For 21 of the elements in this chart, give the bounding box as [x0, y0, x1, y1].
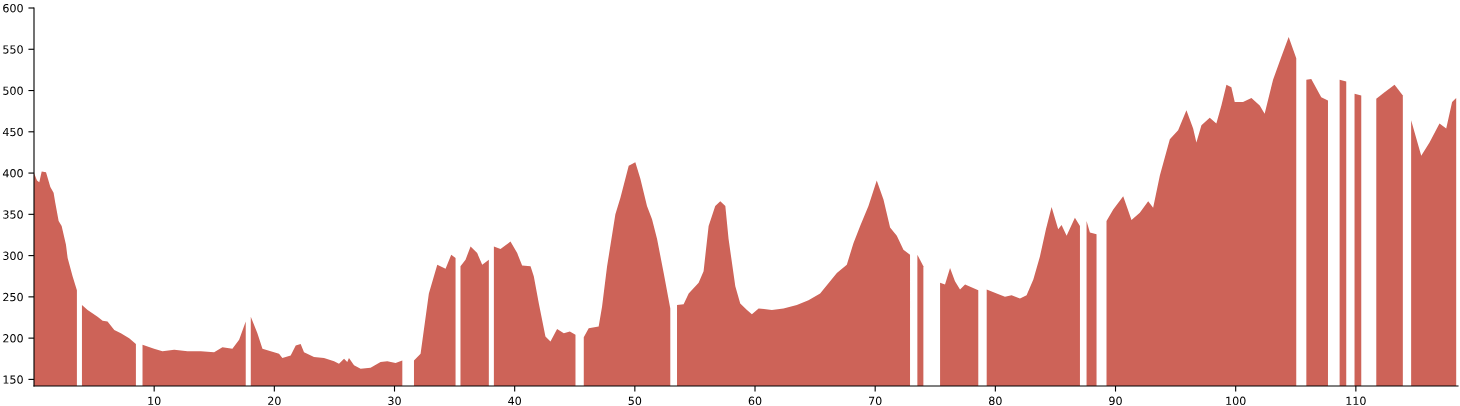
x-tick-label: 50: [628, 396, 642, 406]
x-tick-label: 30: [388, 396, 401, 406]
x-tick-label: 90: [1109, 396, 1122, 406]
x-tick-label: 80: [989, 396, 1002, 406]
y-tick-label: 150: [3, 375, 23, 384]
x-tick-label: 40: [508, 396, 522, 406]
y-tick-label: 550: [3, 45, 23, 54]
x-tick-label: 60: [748, 396, 762, 406]
y-tick-label: 250: [3, 292, 23, 302]
y-tick-label: 600: [3, 3, 23, 13]
y-tick-label: 200: [3, 334, 23, 343]
y-tick-label: 350: [3, 210, 23, 219]
x-tick-label: 100: [1226, 396, 1246, 406]
y-tick-label: 300: [3, 251, 23, 260]
y-tick-label: 450: [2, 127, 23, 137]
y-tick-label: 400: [2, 169, 23, 178]
x-tick-label: 110: [1346, 396, 1366, 406]
x-tick-label: 70: [869, 396, 882, 406]
x-tick-label: 10: [148, 396, 161, 406]
y-tick-label: 500: [3, 86, 23, 95]
x-tick-label: 20: [268, 396, 281, 406]
